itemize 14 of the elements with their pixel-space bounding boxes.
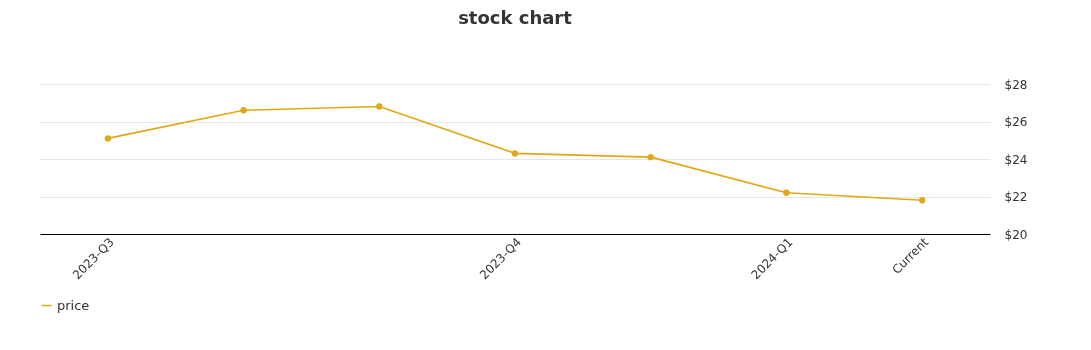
point xyxy=(647,153,654,161)
y-tick-label: $26 xyxy=(1004,115,1028,129)
point xyxy=(104,135,112,142)
y-tick-label: $24 xyxy=(1004,152,1028,167)
point xyxy=(376,103,383,110)
point xyxy=(511,150,519,157)
y-tick-label: $28 xyxy=(1004,77,1028,92)
y-tick-label: $22 xyxy=(1004,190,1028,204)
point xyxy=(783,189,790,196)
chart-title: stock chart xyxy=(458,7,573,28)
point xyxy=(918,197,926,204)
point xyxy=(240,107,247,114)
legend-label: price xyxy=(57,297,90,313)
y-tick-label: $20 xyxy=(1004,227,1028,242)
